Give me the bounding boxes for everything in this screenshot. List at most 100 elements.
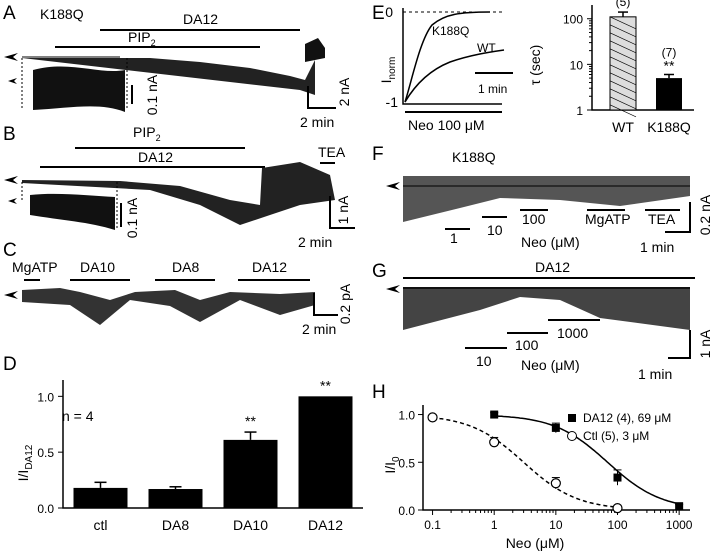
panel-a: A K188Q DA12 PIP2 0.1 nA 2 nA 2 min bbox=[3, 3, 352, 130]
panel-c: C MgATP DA10 DA8 DA12 0.2 pA 2 min bbox=[3, 240, 353, 337]
bar-label-da10-c: DA10 bbox=[80, 259, 115, 275]
neo-label-g: Neo (μM) bbox=[521, 357, 580, 373]
significance-da10: ** bbox=[245, 413, 256, 429]
panel-b: B PIP2 DA12 TEA 0.1 nA 1 nA 2 min bbox=[3, 124, 355, 250]
panel-letter-h: H bbox=[372, 382, 386, 403]
step-label-1-f: 1 bbox=[450, 230, 458, 246]
step-label-10-f: 10 bbox=[487, 222, 503, 238]
legend-label-da12-h: DA12 (4), 69 μM bbox=[583, 411, 671, 425]
scale-y-label-c: 0.2 pA bbox=[337, 283, 353, 324]
trace-k188q-e bbox=[404, 11, 491, 103]
current-trace-b bbox=[22, 162, 335, 225]
x-tick-label-h: 10 bbox=[549, 518, 563, 532]
ylabel-e: Inorm bbox=[378, 57, 398, 84]
bar-da8 bbox=[148, 489, 203, 508]
tau-n-label: (5) bbox=[616, 0, 631, 9]
ylabel-tau-e: τ (sec) bbox=[527, 45, 543, 86]
scale-y-label-b: 1 nA bbox=[335, 195, 351, 224]
scale-x-label-e: 1 min bbox=[478, 82, 507, 96]
scale-y-label-a: 2 nA bbox=[336, 77, 352, 106]
scale-x-label-f: 1 min bbox=[640, 239, 674, 255]
inset-arrow-b bbox=[8, 198, 17, 204]
scalebar-f bbox=[665, 202, 691, 233]
scale-y-label-g: 1 nA bbox=[697, 329, 713, 358]
bar-ctl bbox=[73, 487, 128, 508]
zero-current-arrow-a bbox=[4, 53, 18, 61]
bar-label-da8-c: DA8 bbox=[172, 259, 199, 275]
point-da12 bbox=[490, 410, 499, 419]
current-trace-a bbox=[22, 58, 315, 95]
tau-bar-wt-hatch bbox=[609, 80, 637, 94]
inset-trace-a bbox=[33, 66, 125, 112]
scale-x-label-a: 2 min bbox=[300, 114, 334, 130]
panel-letter-e: E bbox=[372, 3, 385, 24]
tau-bar-wt-hatch bbox=[609, 72, 637, 86]
scale-y-label-f: 0.2 nA bbox=[697, 194, 713, 235]
tau-significance: ** bbox=[664, 57, 675, 73]
step-label-100-g: 100 bbox=[515, 337, 539, 353]
zero-current-arrow-g bbox=[386, 285, 400, 293]
panel-g: G DA12 10 100 1000 Neo (μM) 1 nA 1 min bbox=[372, 259, 713, 382]
trace-label-wt-e: WT bbox=[477, 41, 496, 55]
x-label-da8: DA8 bbox=[162, 517, 189, 533]
scalebar-a bbox=[307, 86, 336, 109]
construct-label-f: K188Q bbox=[452, 149, 496, 165]
y-tick-label-h: 1.0 bbox=[398, 409, 415, 423]
tau-tick-label-e: 100 bbox=[563, 13, 583, 27]
scalebar-g bbox=[668, 330, 691, 359]
panel-letter-b: B bbox=[3, 124, 16, 145]
x-label-ctl: ctl bbox=[94, 517, 108, 533]
drug-label-e: Neo 100 μM bbox=[408, 117, 485, 133]
point-da12 bbox=[675, 502, 684, 511]
point-da12 bbox=[613, 473, 622, 482]
point-ctl bbox=[612, 502, 623, 514]
zero-current-arrow-c bbox=[4, 291, 18, 299]
bar-label-tea-f: TEA bbox=[648, 211, 676, 227]
zero-current-arrow-b bbox=[4, 176, 18, 184]
construct-label-a: K188Q bbox=[40, 6, 84, 22]
xlabel-h: Neo (μM) bbox=[506, 535, 565, 551]
tick-0-e: 0 bbox=[385, 4, 393, 20]
tau-bar-wt-hatch bbox=[609, 96, 637, 110]
x-tick-label-h: 0.1 bbox=[424, 518, 441, 532]
scale-x-label-b: 2 min bbox=[298, 234, 332, 250]
y-tick-label-d: 0.0 bbox=[37, 502, 54, 516]
current-trace-f bbox=[403, 176, 690, 222]
panel-h: H I/I0 Neo (μM) 0.0 0.5 1.0 0.1 1 10 100 1000 D… bbox=[372, 382, 693, 551]
tau-bar-wt-hatch bbox=[609, 32, 637, 46]
fit-line-ctl bbox=[432, 416, 618, 508]
bar-label-pip2-b: PIP2 bbox=[133, 124, 161, 143]
panel-letter-d: D bbox=[3, 354, 17, 375]
y-tick-label-h: 0.5 bbox=[398, 456, 415, 470]
tau-bar-wt bbox=[609, 16, 637, 111]
step-label-1000-g: 1000 bbox=[557, 325, 588, 341]
y-tick-label-d: 1.0 bbox=[37, 390, 54, 404]
inset-trace-b bbox=[30, 193, 115, 230]
inset-arrow-a bbox=[8, 78, 17, 84]
bar-label-da12-a: DA12 bbox=[183, 11, 218, 27]
scale-x-label-g: 1 min bbox=[638, 366, 672, 382]
dose-response-chart-h: 0.0 0.5 1.0 0.1 1 10 100 1000 bbox=[398, 405, 693, 532]
x-label-da12: DA12 bbox=[308, 517, 343, 533]
tau-bar-wt-hatch bbox=[609, 40, 637, 54]
tau-tick-label-e: 10 bbox=[570, 58, 584, 72]
tau-bar-chart-e: 100 10 1 (5) WT (7)** K188Q bbox=[563, 0, 694, 135]
n-annotation-d: n = 4 bbox=[62, 408, 94, 424]
bar-label-da12-b: DA12 bbox=[138, 149, 173, 165]
legend-marker-ctl-h bbox=[567, 431, 577, 441]
step-label-10-g: 10 bbox=[476, 353, 492, 369]
trace-label-k188q-e: K188Q bbox=[432, 24, 469, 38]
bar-label-da12-g: DA12 bbox=[535, 259, 570, 275]
bar-label-mgatp-c: MgATP bbox=[12, 259, 58, 275]
significance-da12: ** bbox=[320, 377, 331, 393]
tau-bar-wt-hatch bbox=[609, 24, 637, 38]
zero-current-arrow-f bbox=[386, 182, 400, 190]
x-tick-label-h: 1000 bbox=[666, 518, 693, 532]
tau-bar-k188q bbox=[656, 78, 682, 110]
tau-bar-wt-hatch bbox=[609, 56, 637, 70]
panel-e: E 0 -1 Inorm K188Q WT 1 min Neo 100 μM τ… bbox=[372, 0, 694, 135]
tau-bar-wt-hatch bbox=[609, 64, 637, 78]
bar-label-da12-c: DA12 bbox=[252, 259, 287, 275]
panel-letter-g: G bbox=[372, 261, 387, 282]
